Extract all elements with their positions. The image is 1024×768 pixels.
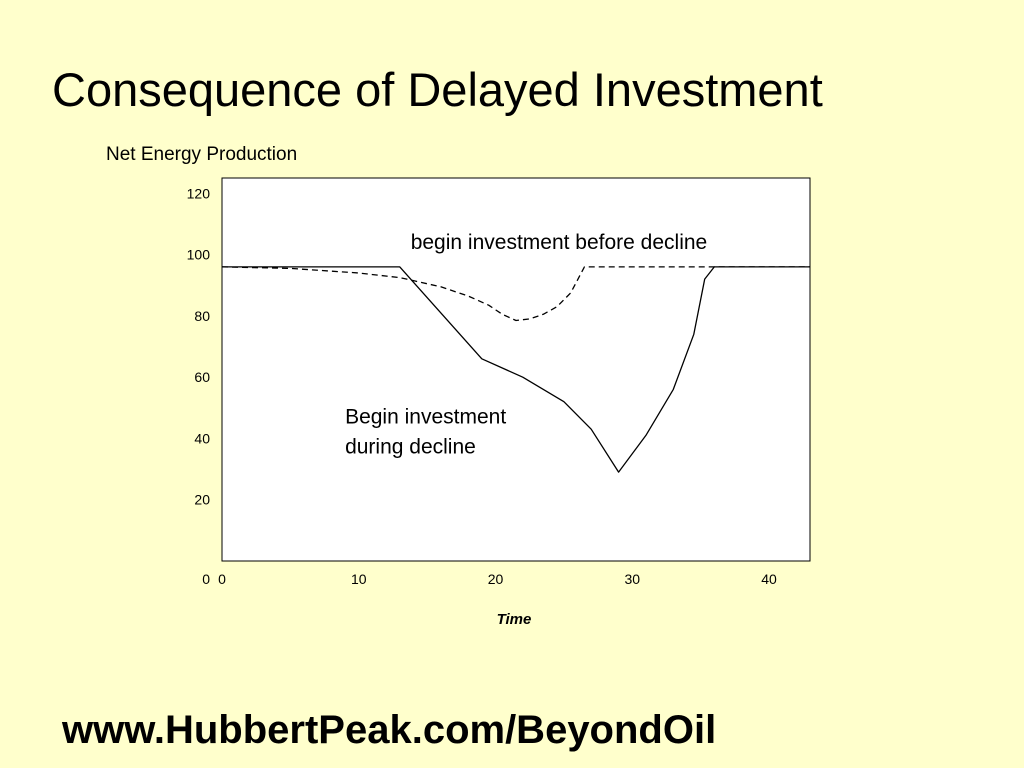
- x-tick-label: 0: [218, 571, 226, 587]
- series-line-during-decline: [222, 266, 810, 473]
- plot-area: [221, 177, 811, 562]
- y-tick-label: 20: [194, 492, 210, 508]
- y-tick-label: 120: [187, 185, 211, 201]
- annotation-before-decline: begin investment before decline: [411, 231, 708, 254]
- y-tick-label: 0: [202, 571, 210, 587]
- x-tick-label: 30: [624, 571, 640, 587]
- annotation-during-decline: Begin investment: [345, 405, 506, 428]
- slide-title: Consequence of Delayed Investment: [52, 63, 823, 116]
- y-tick-label: 100: [187, 247, 211, 263]
- x-axis-label: Time: [497, 611, 532, 628]
- x-tick-label: 10: [351, 571, 367, 587]
- y-tick-label: 60: [194, 369, 210, 385]
- y-tick-label: 40: [194, 430, 210, 446]
- y-tick-label: 80: [194, 308, 210, 324]
- x-tick-label: 20: [488, 571, 504, 587]
- y-axis-label: Net Energy Production: [106, 144, 298, 165]
- series-line-before-decline: [221, 266, 810, 322]
- annotation-during-decline: during decline: [345, 435, 476, 458]
- footer-url: www.HubbertPeak.com/BeyondOil: [62, 708, 717, 752]
- x-tick-label: 40: [761, 571, 777, 587]
